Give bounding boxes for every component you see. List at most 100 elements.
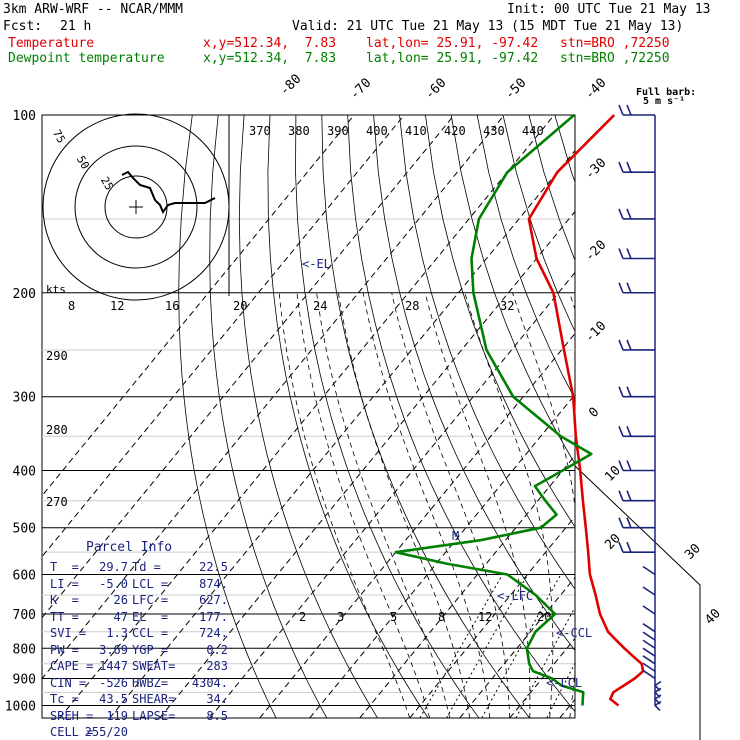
- barb-flag: [642, 669, 656, 680]
- forecast-label: Fcst:: [3, 19, 43, 34]
- moist-adiabat--6: [296, 292, 431, 718]
- barb-flag: [642, 655, 656, 665]
- pressure-label-100: 100: [13, 109, 36, 124]
- barb-flag: [654, 680, 662, 692]
- mixing-ratio-label-upper: 28: [405, 299, 419, 313]
- mixing-ratio-label-upper: 24: [313, 299, 327, 313]
- parcel-info-cell: 0.2: [206, 642, 228, 657]
- barb-flag: [618, 282, 655, 294]
- isotherm-label-top: -40: [582, 76, 609, 103]
- temperature-line: [527, 114, 645, 707]
- isotherm--40: [259, 332, 575, 718]
- parcel-info-cell: 43.5: [99, 692, 128, 706]
- dry-adiabat-10: [321, 115, 530, 718]
- isotherm-10: [509, 637, 575, 718]
- barb-flag: [618, 425, 655, 438]
- parcel-info-cell: 47: [113, 609, 128, 624]
- pressure-label-400: 400: [13, 465, 36, 480]
- parcel-info-cell: LAPSE=: [132, 708, 176, 723]
- isotherm-label-top: -60: [422, 76, 449, 103]
- mixing-ratio-3: [446, 574, 529, 718]
- parcel-info-cell: LCL =: [132, 576, 169, 591]
- parcel-info-cell: Td =: [132, 560, 161, 574]
- sounding-series: [394, 114, 645, 707]
- parcel-info-row: LI = -5.0 LCL = 874.: [50, 577, 230, 592]
- pressure-label-700: 700: [13, 608, 36, 623]
- parcel-info-cell: Tc =: [50, 692, 79, 706]
- theta-label-left: 280: [46, 423, 68, 437]
- dry-adiabat-140: [658, 115, 740, 718]
- dewpoint-legend-station: stn=BRO ,72250: [560, 51, 670, 66]
- mixing-ratio-label-lower: 20: [537, 610, 551, 624]
- barb-flag: [618, 517, 655, 529]
- wind-barb: [642, 565, 656, 576]
- parcel-info-cell: CIN =: [50, 675, 87, 690]
- barb-flag: [654, 694, 662, 705]
- parcel-info-row: CELL = 255/20: [50, 725, 230, 740]
- mixing-ratio-label-upper: 12: [110, 299, 124, 313]
- moist-adiabat--10: [278, 292, 411, 718]
- wind-barb: [618, 386, 655, 398]
- parcel-info-cell: YGP =: [132, 642, 169, 657]
- isotherm-label-right: 0: [586, 405, 602, 421]
- wind-barb: [654, 680, 662, 692]
- barb-flag: [618, 248, 655, 260]
- parcel-info-cell: 255/20: [84, 725, 128, 739]
- parcel-info-cell: 177.: [199, 609, 228, 624]
- forecast-hours: 21 h: [60, 19, 92, 34]
- wind-barb: [618, 490, 655, 502]
- parcel-info-cell: 3.69: [99, 642, 128, 657]
- clipped-grid: [42, 115, 740, 718]
- barb-legend: Full barb: 5 m s⁻¹: [636, 87, 696, 107]
- moist-adiabat-10: [391, 292, 511, 718]
- wind-barb: [642, 605, 656, 615]
- pressure-label-600: 600: [13, 568, 36, 583]
- parcel-info-cell: CELL =: [50, 725, 94, 739]
- barb-legend-line2: 5 m s⁻¹: [643, 96, 685, 107]
- parcel-info-row: CAPE = 1447 SWEAT= 283: [50, 659, 230, 674]
- hodograph-ring-label-50: 50: [74, 154, 92, 172]
- wind-barb: [618, 104, 655, 116]
- dry-adiabat--30: [209, 115, 328, 718]
- barb-flag: [642, 662, 656, 672]
- moist-adiabat-34: [630, 293, 699, 718]
- parcel-info-cell: 22.5: [199, 560, 228, 574]
- parcel-info-cell: EL =: [132, 609, 169, 624]
- barb-flag: [642, 631, 656, 641]
- barb-flag: [618, 490, 655, 502]
- parcel-info-row: SREH = 119 LAPSE= 8.5: [50, 709, 230, 724]
- pressure-label-1000: 1000: [5, 699, 36, 714]
- theta-label: 410: [405, 124, 427, 138]
- dewpoint-line: [394, 114, 593, 706]
- hodograph-ring-label-25: 25: [98, 175, 116, 193]
- barb-flag: [654, 700, 662, 712]
- dry-adiabat-70: [476, 115, 575, 400]
- wind-barb: [642, 655, 656, 665]
- dry-adiabat--20: [238, 115, 378, 718]
- dry-adiabat-120: [607, 115, 740, 718]
- mixing-ratio-label-lower: 2: [299, 610, 306, 624]
- barb-flag: [618, 339, 655, 351]
- barb-flag: [618, 161, 655, 174]
- wind-barb: [654, 700, 662, 712]
- temperature-legend-station: stn=BRO ,72250: [560, 36, 670, 51]
- isotherm-50: [710, 115, 740, 718]
- wind-barb: [654, 694, 662, 705]
- dry-adiabat--40: [178, 115, 277, 718]
- wind-barb: [618, 282, 655, 294]
- dry-adiabat-40: [399, 115, 575, 590]
- mixing-ratio-label-upper: 8: [68, 299, 75, 313]
- barb-flag: [642, 623, 656, 633]
- m-marker: M: [452, 529, 459, 543]
- mixing-ratio-5: [481, 574, 562, 718]
- parcel-info-row: K = 26 LFC = 627.: [50, 593, 230, 608]
- parcel-info-cell: 29.7: [99, 560, 128, 574]
- parcel-info-cell: TT =: [50, 609, 79, 624]
- barb-flag: [618, 460, 655, 472]
- init-time: Init: 00 UTC Tue 21 May 13: [507, 2, 711, 17]
- dry-adiabat-110: [581, 115, 740, 718]
- parcel-info-cell: 8.5: [206, 708, 228, 723]
- mixing-ratio-8: [515, 606, 575, 718]
- parcel-info-cell: 627.: [199, 593, 228, 607]
